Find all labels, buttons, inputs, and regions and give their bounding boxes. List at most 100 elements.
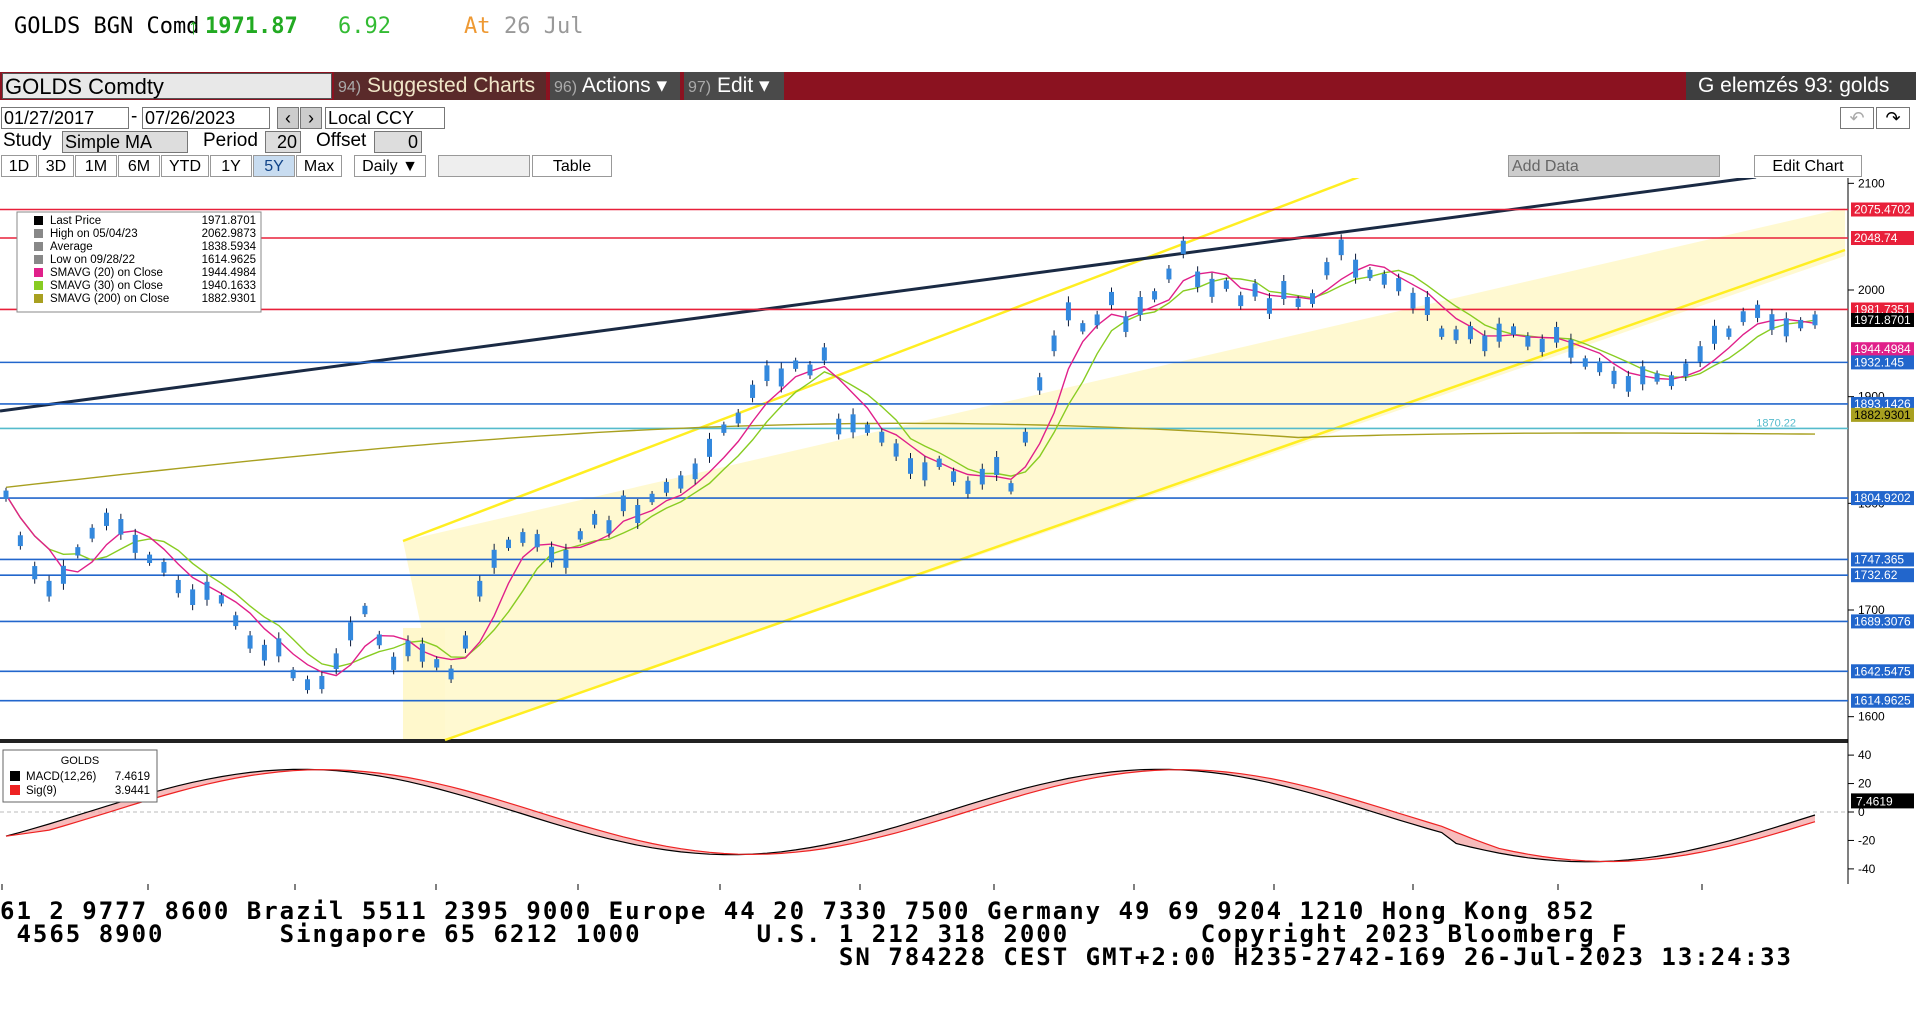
edit-chart-button[interactable]: Edit Chart [1754,155,1862,177]
price-candle [1496,323,1502,342]
redo-icon[interactable]: ↷ [1876,107,1910,129]
price-candle [405,640,411,657]
range-button-1d[interactable]: 1D [1,155,37,177]
price-candle [979,468,985,485]
price-candle [1611,370,1617,385]
legend-value: 1838.5934 [202,241,257,253]
price-tag-label: 2075.4702 [1854,202,1911,216]
price-chart[interactable]: 1870.221600170018001900200021002075.4702… [0,178,1916,890]
price-candle [1252,283,1258,297]
x-month-label: Jul [1764,889,1779,890]
edit-menu[interactable]: 97) Edit ▾ [684,72,784,100]
price-candle [506,539,511,549]
price-candle [1568,339,1574,358]
x-month-label: Sep [354,889,376,890]
security-input[interactable]: GOLDS Comdty [2,73,332,99]
price-candle [1798,319,1804,329]
legend-value: 1944.4984 [202,267,257,279]
price-candle [305,679,310,691]
price-candle [362,605,368,615]
range-button-3d[interactable]: 3D [38,155,74,177]
frequency-select[interactable]: Daily ▼ [354,155,426,177]
macd-legend-swatch [10,785,20,795]
next-arrow-icon[interactable]: › [300,107,322,129]
price-candle [606,520,612,534]
price-tag-label: 1932.145 [1854,355,1904,369]
price-candle [922,462,928,481]
range-button-5y[interactable]: 5Y [253,155,295,177]
study-label: Study [3,130,52,151]
undo-icon[interactable]: ↶ [1840,107,1874,129]
price-candle [104,512,109,526]
price-candle [1123,316,1129,332]
legend-value: 1971.8701 [202,215,256,227]
price-tag-label: 1893.1426 [1854,397,1911,411]
legend-label: Last Price [50,215,101,227]
price-candle [1640,366,1646,385]
range-button-max[interactable]: Max [296,155,342,177]
macd-plot-area [0,744,1848,884]
macd-tick-label: -20 [1858,833,1876,847]
price-candle [204,581,210,600]
period-input[interactable]: 20 [265,131,301,153]
y-tick-label: 2000 [1858,283,1885,297]
price-candle [1769,314,1775,330]
price-candle [577,531,583,540]
level-label: 1870.22 [1756,417,1796,429]
table-button[interactable]: Table [532,155,612,177]
currency-select[interactable]: Local CCY [325,107,445,129]
price-candle [1281,281,1287,299]
macd-legend-title: GOLDS [61,755,100,767]
price-candle [1726,328,1732,337]
price-candle [692,463,698,480]
price-candle [520,532,526,543]
legend-label: Average [50,241,93,253]
price-candle [46,580,52,597]
range-button-1m[interactable]: 1M [75,155,117,177]
price-tag [1851,302,1914,317]
offset-input[interactable]: 0 [374,131,422,153]
range-button-6m[interactable]: 6M [118,155,160,177]
actions-label: Actions ▾ [581,74,668,97]
study-select[interactable]: Simple MA [62,131,188,153]
x-month-label: Jun [1618,889,1637,890]
y-tick-label: 2100 [1858,178,1885,190]
price-tag [1851,491,1914,506]
price-candle [233,615,239,627]
macd-legend-label: Sig(9) [26,785,57,797]
price-candle [1625,376,1631,392]
price-candle [663,481,669,493]
price-candle [750,384,756,398]
actions-menu[interactable]: 96) Actions ▾ [550,72,680,100]
price-candle [333,653,339,669]
range-button-1y[interactable]: 1Y [210,155,252,177]
prev-arrow-icon[interactable]: ‹ [277,107,299,129]
suggested-charts-button[interactable]: 94) Suggested Charts [334,72,546,100]
price-candle [1037,377,1043,391]
y-tick-label: 1600 [1858,710,1885,724]
x-month-label: Nov [637,889,658,890]
price-candle [376,634,382,646]
chart-type-buttons[interactable] [438,155,530,177]
add-data-input[interactable]: Add Data [1508,155,1720,177]
legend-swatch [34,255,43,264]
price-candle [419,643,425,662]
price-candle [1597,361,1603,373]
last-price: 1971.87 [205,14,298,39]
contact-ticker: 61 2 9777 8600 Brazil 5511 2395 9000 Eur… [0,899,1916,969]
price-candle [247,635,253,649]
price-candle [807,364,813,376]
range-button-ytd[interactable]: YTD [161,155,209,177]
price-candle [721,424,727,433]
price-tag [1851,693,1914,708]
macd-legend-swatch [10,771,20,781]
price-tag-label: 1944.4984 [1854,342,1911,356]
end-date-field[interactable]: 07/26/2023 [142,107,270,129]
price-candle [1683,363,1689,377]
price-tag-label: 1882.9301 [1854,408,1911,422]
price-candle [1697,346,1703,362]
price-tag-label: 1804.9202 [1854,491,1911,505]
edit-num: 97) [688,79,712,96]
price-candle [1324,262,1330,276]
start-date-field[interactable]: 01/27/2017 [1,107,129,129]
